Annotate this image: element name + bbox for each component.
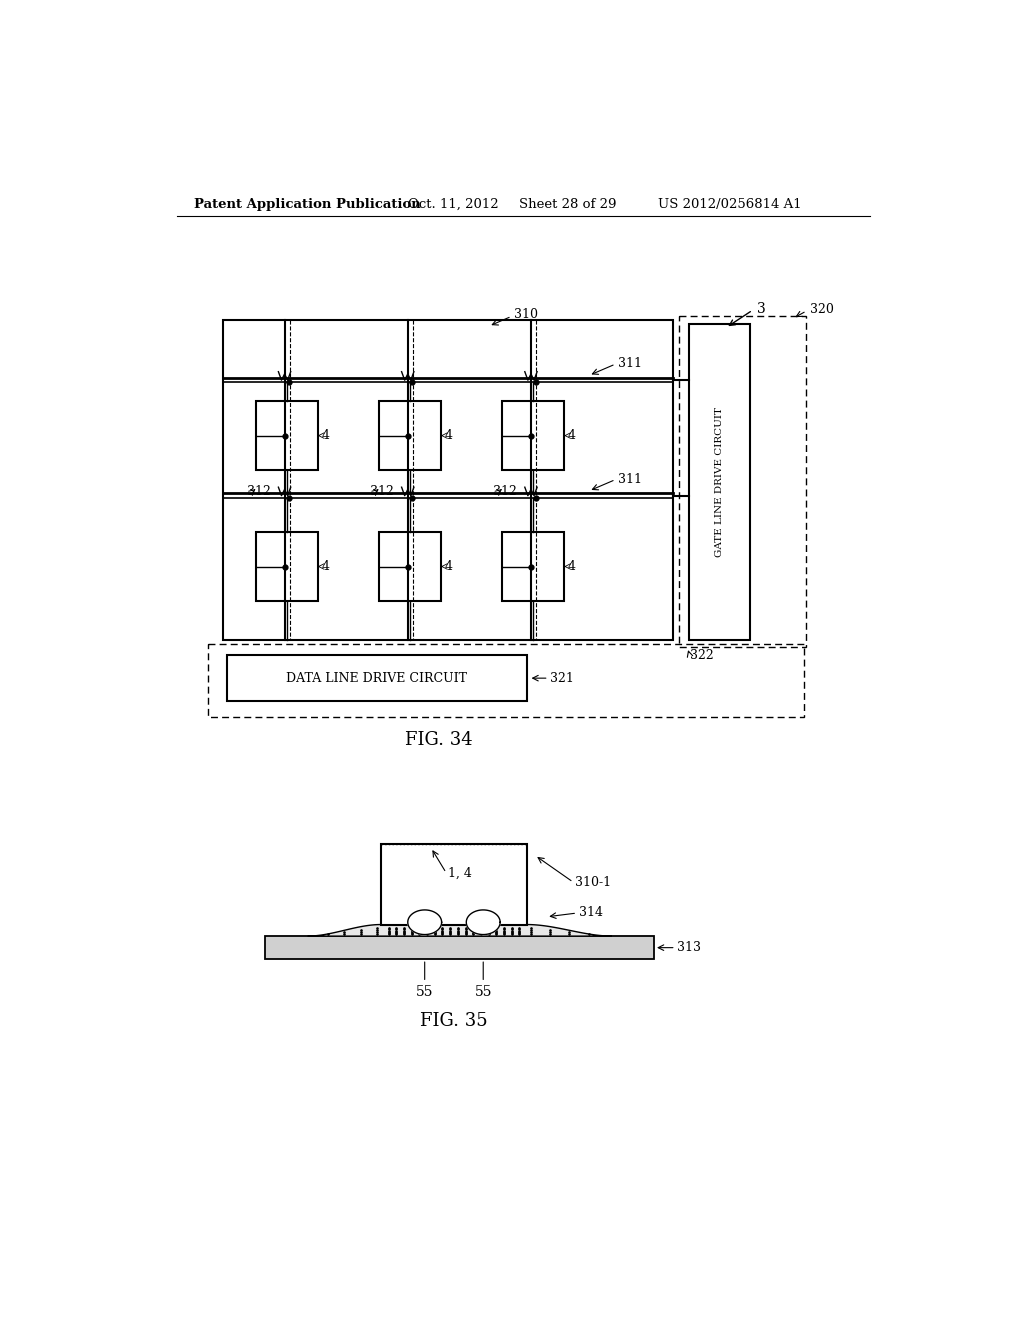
Text: 311: 311 bbox=[617, 473, 642, 486]
Text: 312: 312 bbox=[494, 486, 517, 499]
Text: 3: 3 bbox=[757, 301, 765, 315]
Text: 320: 320 bbox=[810, 302, 834, 315]
Polygon shape bbox=[466, 909, 500, 935]
Text: 1, 4: 1, 4 bbox=[447, 866, 472, 879]
Text: 4: 4 bbox=[444, 560, 453, 573]
Text: 314: 314 bbox=[579, 907, 603, 920]
Bar bbox=[256, 532, 317, 601]
Bar bbox=[223, 321, 674, 640]
Bar bbox=[226, 655, 527, 701]
Polygon shape bbox=[307, 843, 611, 936]
Text: 4: 4 bbox=[322, 429, 330, 442]
Text: Patent Application Publication: Patent Application Publication bbox=[194, 198, 421, 211]
Text: Oct. 11, 2012: Oct. 11, 2012 bbox=[408, 198, 499, 211]
Text: 310: 310 bbox=[514, 308, 538, 321]
Text: 55: 55 bbox=[474, 985, 492, 998]
Text: US 2012/0256814 A1: US 2012/0256814 A1 bbox=[658, 198, 802, 211]
Text: 311: 311 bbox=[617, 358, 642, 371]
Text: 4: 4 bbox=[444, 429, 453, 442]
Bar bbox=[256, 401, 317, 470]
Bar bbox=[381, 843, 527, 924]
Text: 313: 313 bbox=[677, 941, 701, 954]
Text: Sheet 28 of 29: Sheet 28 of 29 bbox=[519, 198, 616, 211]
Bar bbox=[689, 323, 751, 640]
Bar bbox=[265, 936, 654, 960]
Bar bbox=[379, 401, 441, 470]
Text: GATE LINE DRIVE CIRCUIT: GATE LINE DRIVE CIRCUIT bbox=[715, 407, 724, 557]
Text: 4: 4 bbox=[568, 429, 575, 442]
Text: 312: 312 bbox=[370, 486, 394, 499]
Text: 4: 4 bbox=[568, 560, 575, 573]
Bar bbox=[379, 532, 441, 601]
Polygon shape bbox=[408, 909, 441, 935]
Bar bbox=[503, 532, 564, 601]
Text: FIG. 34: FIG. 34 bbox=[404, 731, 472, 748]
Text: 322: 322 bbox=[689, 648, 714, 661]
Bar bbox=[503, 401, 564, 470]
Text: 321: 321 bbox=[550, 672, 574, 685]
Text: FIG. 35: FIG. 35 bbox=[420, 1012, 487, 1030]
Text: DATA LINE DRIVE CIRCUIT: DATA LINE DRIVE CIRCUIT bbox=[287, 672, 468, 685]
Text: 4: 4 bbox=[322, 560, 330, 573]
Text: 310-1: 310-1 bbox=[574, 875, 611, 888]
Text: 312: 312 bbox=[247, 486, 270, 499]
Text: 55: 55 bbox=[416, 985, 433, 998]
